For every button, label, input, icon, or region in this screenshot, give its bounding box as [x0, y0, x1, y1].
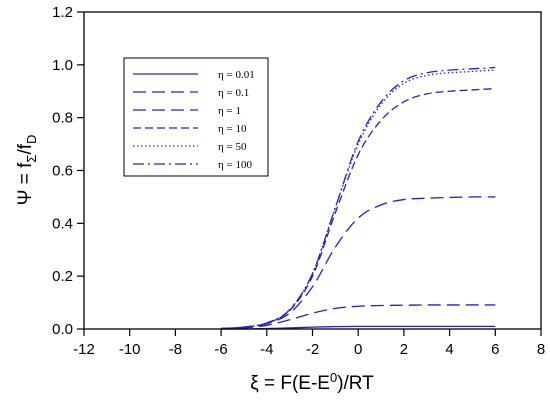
x-tick-label: 0	[354, 341, 362, 358]
x-axis-label-sup: 0	[330, 370, 337, 385]
legend-label: η = 0.01	[218, 69, 255, 81]
legend-label: η = 10	[218, 123, 247, 135]
x-axis: -12 -10 -8 -6 -4 -2 0 2 4 6 8	[73, 329, 545, 358]
legend-label: η = 100	[218, 159, 252, 171]
series-line	[221, 196, 496, 330]
x-tick-label: -10	[119, 341, 141, 358]
series-line	[221, 304, 496, 330]
x-axis-label-main: ξ = F(E-E	[250, 373, 330, 394]
y-tick-label: 0.4	[52, 215, 73, 232]
x-tick-label: -6	[214, 341, 227, 358]
legend: η = 0.01 η = 0.1 η = 1 η = 10 η = 50 η = 100	[123, 57, 269, 177]
x-tick-label: -4	[260, 341, 273, 358]
x-tick-label: 8	[537, 341, 545, 358]
x-tick-label: 4	[445, 341, 453, 358]
x-tick-label: -12	[73, 341, 95, 358]
legend-label: η = 1	[218, 105, 241, 117]
series-line	[221, 66, 496, 330]
x-tick-label: 6	[491, 341, 499, 358]
x-axis-label-tail: )/RT	[337, 373, 374, 394]
y-tick-label: 0.8	[52, 110, 73, 127]
x-tick-label: 2	[400, 341, 408, 358]
x-tick-label: -8	[169, 341, 182, 358]
series-line	[221, 87, 496, 330]
x-axis-label: ξ = F(E-E0)/RT	[250, 370, 374, 394]
x-tick-label: -2	[306, 341, 319, 358]
y-tick-label: 1.0	[52, 57, 73, 74]
series-line	[221, 69, 496, 330]
legend-label: η = 0.1	[218, 87, 249, 99]
chart-curves	[221, 66, 496, 330]
y-axis-label-sub2: D	[24, 135, 39, 144]
y-axis: 0.0 0.2 0.4 0.6 0.8 1.0 1.2	[52, 4, 84, 338]
y-tick-label: 0.6	[52, 163, 73, 180]
y-tick-label: 0.2	[52, 268, 73, 285]
y-axis-label-main: Ψ = f	[15, 162, 36, 206]
y-tick-label: 0.0	[52, 321, 73, 338]
legend-box	[123, 57, 269, 177]
y-axis-label-mid: /f	[15, 143, 36, 154]
legend-label: η = 50	[218, 141, 247, 153]
y-axis-label-sub1: Σ	[24, 155, 39, 163]
y-tick-label: 1.2	[52, 4, 73, 21]
y-axis-label: Ψ = fΣ/fD	[15, 135, 39, 206]
